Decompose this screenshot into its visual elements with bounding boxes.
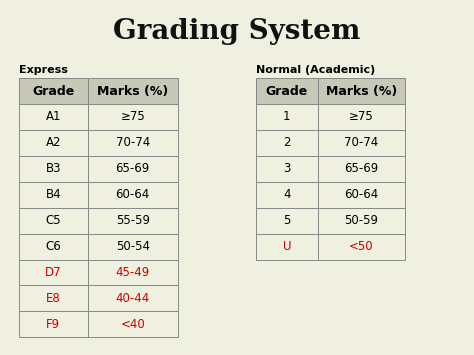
FancyBboxPatch shape xyxy=(318,182,405,208)
Text: 4: 4 xyxy=(283,188,291,201)
Text: ≥75: ≥75 xyxy=(349,110,374,124)
FancyBboxPatch shape xyxy=(19,78,88,104)
Text: Grading System: Grading System xyxy=(113,18,361,45)
FancyBboxPatch shape xyxy=(88,156,178,182)
Text: 60-64: 60-64 xyxy=(116,188,150,201)
Text: ≥75: ≥75 xyxy=(120,110,145,124)
FancyBboxPatch shape xyxy=(88,104,178,130)
Text: 70-74: 70-74 xyxy=(116,136,150,149)
FancyBboxPatch shape xyxy=(19,182,88,208)
FancyBboxPatch shape xyxy=(19,260,88,285)
FancyBboxPatch shape xyxy=(19,208,88,234)
Text: 50-59: 50-59 xyxy=(345,214,378,227)
FancyBboxPatch shape xyxy=(318,104,405,130)
Text: C6: C6 xyxy=(46,240,61,253)
FancyBboxPatch shape xyxy=(88,285,178,311)
FancyBboxPatch shape xyxy=(256,104,318,130)
FancyBboxPatch shape xyxy=(19,156,88,182)
Text: Grade: Grade xyxy=(265,84,308,98)
FancyBboxPatch shape xyxy=(19,311,88,337)
Text: 5: 5 xyxy=(283,214,291,227)
FancyBboxPatch shape xyxy=(256,182,318,208)
FancyBboxPatch shape xyxy=(256,208,318,234)
FancyBboxPatch shape xyxy=(256,156,318,182)
Text: Express: Express xyxy=(19,65,68,75)
FancyBboxPatch shape xyxy=(19,234,88,260)
Text: 70-74: 70-74 xyxy=(344,136,379,149)
Text: Normal (Academic): Normal (Academic) xyxy=(256,65,375,75)
FancyBboxPatch shape xyxy=(256,234,318,260)
Text: 2: 2 xyxy=(283,136,291,149)
Text: A2: A2 xyxy=(46,136,61,149)
Text: 65-69: 65-69 xyxy=(344,162,379,175)
FancyBboxPatch shape xyxy=(88,260,178,285)
FancyBboxPatch shape xyxy=(318,130,405,156)
FancyBboxPatch shape xyxy=(318,208,405,234)
FancyBboxPatch shape xyxy=(318,78,405,104)
FancyBboxPatch shape xyxy=(19,285,88,311)
Text: <50: <50 xyxy=(349,240,374,253)
Text: <40: <40 xyxy=(120,318,145,331)
Text: U: U xyxy=(283,240,291,253)
FancyBboxPatch shape xyxy=(318,156,405,182)
Text: 65-69: 65-69 xyxy=(116,162,150,175)
Text: 50-54: 50-54 xyxy=(116,240,150,253)
Text: B4: B4 xyxy=(46,188,61,201)
FancyBboxPatch shape xyxy=(318,234,405,260)
Text: 3: 3 xyxy=(283,162,291,175)
Text: 55-59: 55-59 xyxy=(116,214,150,227)
Text: Marks (%): Marks (%) xyxy=(326,84,397,98)
Text: 1: 1 xyxy=(283,110,291,124)
FancyBboxPatch shape xyxy=(88,234,178,260)
Text: A1: A1 xyxy=(46,110,61,124)
Text: Marks (%): Marks (%) xyxy=(97,84,168,98)
Text: E8: E8 xyxy=(46,292,61,305)
FancyBboxPatch shape xyxy=(19,104,88,130)
FancyBboxPatch shape xyxy=(88,78,178,104)
FancyBboxPatch shape xyxy=(256,130,318,156)
FancyBboxPatch shape xyxy=(19,130,88,156)
FancyBboxPatch shape xyxy=(88,311,178,337)
Text: 40-44: 40-44 xyxy=(116,292,150,305)
Text: Grade: Grade xyxy=(32,84,74,98)
Text: D7: D7 xyxy=(45,266,62,279)
FancyBboxPatch shape xyxy=(88,182,178,208)
Text: C5: C5 xyxy=(46,214,61,227)
Text: 45-49: 45-49 xyxy=(116,266,150,279)
Text: F9: F9 xyxy=(46,318,60,331)
Text: B3: B3 xyxy=(46,162,61,175)
FancyBboxPatch shape xyxy=(88,130,178,156)
Text: 60-64: 60-64 xyxy=(344,188,379,201)
FancyBboxPatch shape xyxy=(256,78,318,104)
FancyBboxPatch shape xyxy=(88,208,178,234)
